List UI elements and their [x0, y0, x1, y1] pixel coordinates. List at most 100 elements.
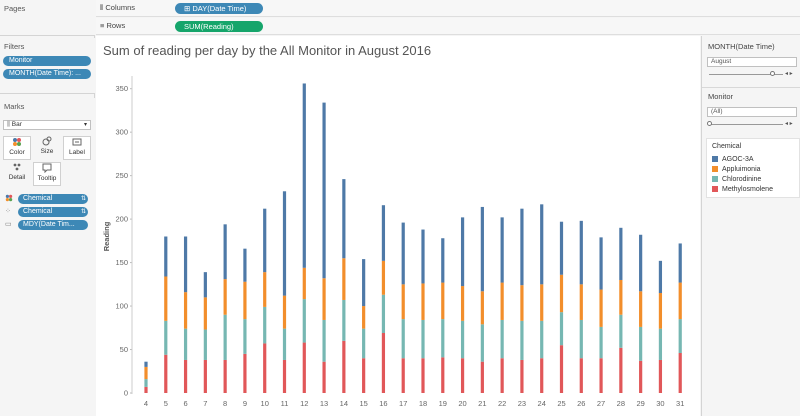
- bar-segment-chlorodinine[interactable]: [263, 306, 267, 344]
- bar-segment-appluimonia[interactable]: [164, 276, 168, 321]
- marks-pill-chemical-color[interactable]: Chemical ⇅: [18, 194, 88, 204]
- legend-item[interactable]: Appluimonia: [712, 166, 761, 174]
- filter-pill-month[interactable]: MONTH(Date Time): ...: [3, 69, 91, 79]
- bar-segment-agoc-3a[interactable]: [500, 217, 504, 283]
- filter-pill-monitor[interactable]: Monitor: [3, 56, 91, 66]
- bar-segment-agoc-3a[interactable]: [164, 236, 168, 277]
- bar-segment-agoc-3a[interactable]: [302, 83, 306, 268]
- bar-segment-chlorodinine[interactable]: [243, 319, 247, 354]
- bar-segment-agoc-3a[interactable]: [342, 179, 346, 259]
- bar-segment-methylosmolene[interactable]: [183, 359, 188, 393]
- mark-type-dropdown[interactable]: ⫼ Bar ▾: [3, 120, 91, 130]
- bar-segment-chlorodinine[interactable]: [342, 299, 346, 341]
- bar-segment-agoc-3a[interactable]: [263, 208, 267, 273]
- monitor-filter-value[interactable]: (All): [707, 107, 797, 117]
- legend-item[interactable]: Methylosmolene: [712, 186, 773, 194]
- bar-segment-appluimonia[interactable]: [520, 285, 524, 321]
- bar-segment-agoc-3a[interactable]: [559, 221, 564, 275]
- month-slider-track[interactable]: [709, 74, 783, 75]
- pages-card[interactable]: Pages: [0, 0, 95, 36]
- bar-segment-appluimonia[interactable]: [441, 282, 445, 320]
- bar-segment-appluimonia[interactable]: [421, 283, 425, 320]
- bar-segment-methylosmolene[interactable]: [302, 342, 306, 393]
- bar-segment-chlorodinine[interactable]: [639, 326, 643, 361]
- bar-segment-appluimonia[interactable]: [144, 366, 148, 380]
- bar-segment-appluimonia[interactable]: [579, 284, 583, 320]
- bar-segment-appluimonia[interactable]: [401, 284, 405, 320]
- bar-segment-methylosmolene[interactable]: [441, 357, 445, 393]
- bar-segment-appluimonia[interactable]: [619, 279, 623, 315]
- bar-segment-methylosmolene[interactable]: [460, 358, 465, 393]
- monitor-slider-track[interactable]: [709, 124, 783, 125]
- month-slider-knob[interactable]: [770, 71, 775, 76]
- legend-item[interactable]: AGOC-3A: [712, 156, 754, 164]
- bar-segment-appluimonia[interactable]: [480, 291, 484, 325]
- legend-item[interactable]: Chlorodinine: [712, 176, 761, 184]
- marks-pill-chemical-detail[interactable]: Chemical ⇅: [18, 207, 88, 217]
- bar-segment-methylosmolene[interactable]: [401, 358, 405, 393]
- bar-segment-methylosmolene[interactable]: [381, 333, 386, 393]
- bar-segment-methylosmolene[interactable]: [263, 343, 267, 393]
- bar-segment-methylosmolene[interactable]: [421, 358, 425, 393]
- bar-segment-agoc-3a[interactable]: [480, 206, 484, 292]
- bar-segment-agoc-3a[interactable]: [520, 208, 524, 286]
- bar-segment-chlorodinine[interactable]: [559, 312, 564, 346]
- bar-segment-appluimonia[interactable]: [381, 260, 386, 295]
- bar-segment-appluimonia[interactable]: [243, 281, 247, 320]
- bar-segment-agoc-3a[interactable]: [619, 227, 623, 280]
- bar-segment-agoc-3a[interactable]: [441, 238, 445, 283]
- bar-segment-appluimonia[interactable]: [183, 292, 188, 329]
- bar-segment-appluimonia[interactable]: [263, 272, 267, 307]
- bar-segment-methylosmolene[interactable]: [164, 354, 168, 393]
- bar-segment-chlorodinine[interactable]: [362, 328, 366, 359]
- filters-card[interactable]: Filters Monitor MONTH(Date Time): ...: [0, 38, 95, 94]
- bar-segment-appluimonia[interactable]: [460, 286, 465, 321]
- bar-segment-agoc-3a[interactable]: [401, 222, 405, 285]
- bar-segment-chlorodinine[interactable]: [282, 328, 287, 360]
- monitor-slider-knob[interactable]: [707, 121, 712, 126]
- bar-segment-appluimonia[interactable]: [342, 258, 346, 300]
- bar-segment-chlorodinine[interactable]: [144, 379, 148, 387]
- size-button[interactable]: Size: [33, 136, 61, 160]
- step-arrows-icon[interactable]: ◂ ▸: [785, 71, 793, 77]
- bar-segment-methylosmolene[interactable]: [480, 361, 484, 393]
- bar-segment-agoc-3a[interactable]: [678, 243, 682, 283]
- bar-segment-agoc-3a[interactable]: [144, 361, 148, 367]
- bar-segment-methylosmolene[interactable]: [678, 353, 682, 393]
- month-filter-value[interactable]: August: [707, 57, 797, 67]
- bar-segment-methylosmolene[interactable]: [579, 358, 583, 393]
- bar-segment-methylosmolene[interactable]: [619, 347, 623, 393]
- bar-segment-agoc-3a[interactable]: [421, 229, 425, 284]
- rows-shelf[interactable]: ≡ Rows SUM(Reading): [96, 18, 800, 35]
- bar-segment-methylosmolene[interactable]: [658, 359, 663, 393]
- bar-segment-chlorodinine[interactable]: [401, 319, 405, 359]
- bar-segment-agoc-3a[interactable]: [599, 237, 603, 290]
- tooltip-button[interactable]: Tooltip: [33, 162, 61, 186]
- chart-view[interactable]: Sum of reading per day by the All Monito…: [96, 36, 700, 416]
- bar-segment-appluimonia[interactable]: [540, 284, 544, 321]
- bar-segment-methylosmolene[interactable]: [520, 359, 524, 393]
- bar-segment-agoc-3a[interactable]: [540, 204, 544, 285]
- bar-segment-appluimonia[interactable]: [500, 282, 504, 320]
- columns-shelf[interactable]: ⦀ Columns ⊞ DAY(Date Time): [96, 0, 800, 17]
- bar-segment-agoc-3a[interactable]: [460, 217, 465, 287]
- bar-segment-methylosmolene[interactable]: [342, 340, 346, 393]
- bar-segment-methylosmolene[interactable]: [144, 386, 148, 393]
- bar-segment-methylosmolene[interactable]: [243, 353, 247, 393]
- bar-segment-agoc-3a[interactable]: [639, 234, 643, 292]
- bar-segment-appluimonia[interactable]: [203, 297, 207, 330]
- bar-segment-chlorodinine[interactable]: [460, 320, 465, 359]
- bar-segment-chlorodinine[interactable]: [322, 319, 326, 362]
- bar-segment-appluimonia[interactable]: [282, 295, 287, 329]
- bar-segment-methylosmolene[interactable]: [322, 361, 326, 393]
- bar-segment-chlorodinine[interactable]: [678, 319, 682, 354]
- color-button[interactable]: Color: [3, 136, 31, 160]
- bar-segment-methylosmolene[interactable]: [599, 358, 603, 393]
- bar-segment-chlorodinine[interactable]: [223, 314, 227, 360]
- bar-segment-agoc-3a[interactable]: [243, 248, 247, 282]
- bar-segment-methylosmolene[interactable]: [362, 358, 366, 393]
- bar-segment-chlorodinine[interactable]: [421, 319, 425, 359]
- bar-segment-chlorodinine[interactable]: [520, 320, 524, 360]
- bar-segment-agoc-3a[interactable]: [183, 236, 188, 293]
- bar-segment-agoc-3a[interactable]: [579, 220, 583, 285]
